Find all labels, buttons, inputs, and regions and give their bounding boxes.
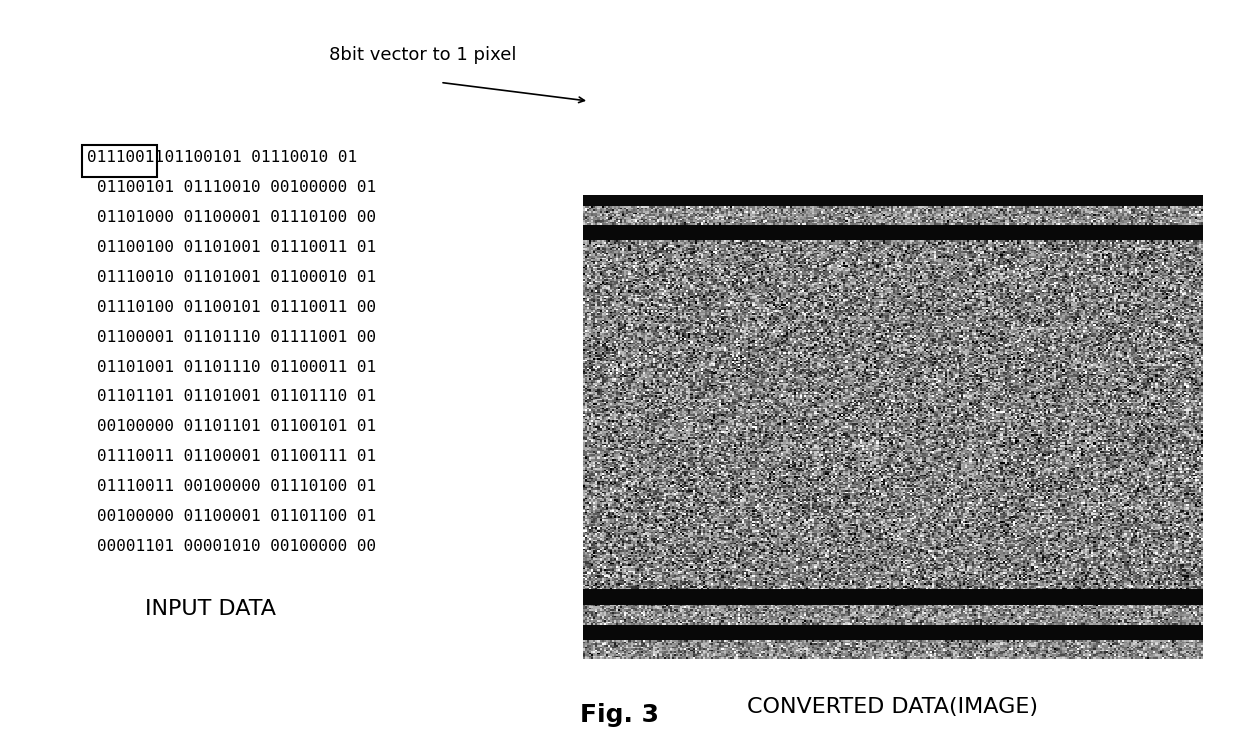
Text: 01110011: 01110011 [87, 150, 164, 165]
Text: 8bit vector to 1 pixel: 8bit vector to 1 pixel [329, 46, 516, 64]
Text: 00100000 01101101 01100101 01: 00100000 01101101 01100101 01 [97, 419, 376, 434]
Text: 00100000 01100001 01101100 01: 00100000 01100001 01101100 01 [97, 509, 376, 524]
Text: 01110010 01101001 01100010 01: 01110010 01101001 01100010 01 [97, 270, 376, 285]
Text: 01110011 01100001 01100111 01: 01110011 01100001 01100111 01 [97, 449, 376, 464]
Text: CONVERTED DATA(IMAGE): CONVERTED DATA(IMAGE) [748, 697, 1038, 717]
Text: 01100101 01110010 00100000 01: 01100101 01110010 00100000 01 [97, 180, 376, 195]
Text: 01110011 00100000 01110100 01: 01110011 00100000 01110100 01 [97, 479, 376, 494]
Text: 01101101 01101001 01101110 01: 01101101 01101001 01101110 01 [97, 389, 376, 404]
Text: INPUT DATA: INPUT DATA [145, 599, 277, 619]
Text: 01100101 01110010 01: 01100101 01110010 01 [155, 150, 357, 165]
Text: 01100001 01101110 01111001 00: 01100001 01101110 01111001 00 [97, 330, 376, 345]
Text: 01100100 01101001 01110011 01: 01100100 01101001 01110011 01 [97, 240, 376, 255]
Text: 01101000 01100001 01110100 00: 01101000 01100001 01110100 00 [97, 210, 376, 225]
Text: 00001101 00001010 00100000 00: 00001101 00001010 00100000 00 [97, 539, 376, 554]
Text: Fig. 3: Fig. 3 [580, 703, 660, 727]
Text: 01110100 01100101 01110011 00: 01110100 01100101 01110011 00 [97, 300, 376, 315]
Text: 01101001 01101110 01100011 01: 01101001 01101110 01100011 01 [97, 360, 376, 374]
